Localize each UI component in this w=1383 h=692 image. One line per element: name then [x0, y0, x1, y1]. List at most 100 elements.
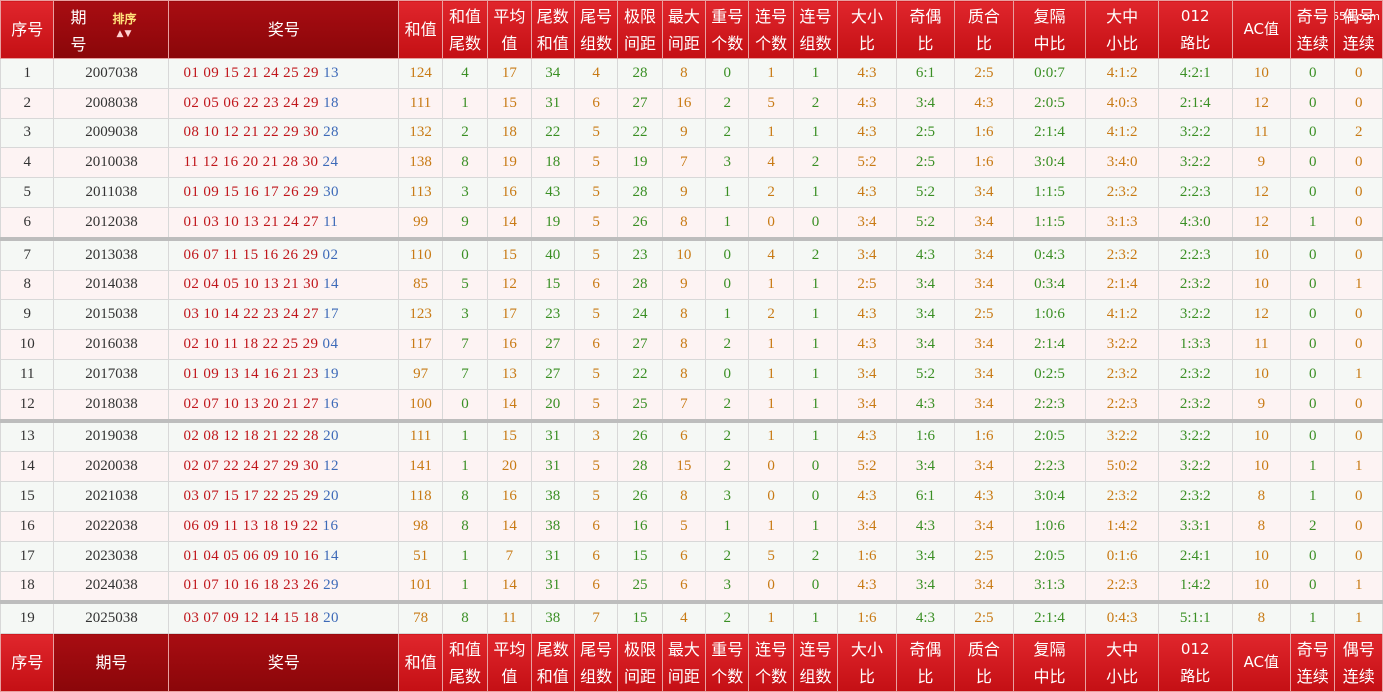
- repeat-gap-mid-cell: 0:0:7: [1012, 58, 1087, 89]
- limit-span-cell: 19: [617, 147, 663, 179]
- odd-even-cell: 6:1: [895, 481, 956, 512]
- regular-numbers: 02 04 05 10 13 21 30: [183, 276, 319, 293]
- big-small-cell: 4:3: [837, 299, 897, 331]
- period-cell: 2015038: [53, 299, 170, 331]
- winning-numbers-cell: 01 03 10 13 21 24 27 11: [168, 206, 400, 240]
- ac-cell: 12: [1231, 87, 1292, 119]
- sum-tail-cell: 1: [441, 451, 489, 483]
- repeat-cell: 3: [705, 481, 750, 512]
- regular-numbers: 08 10 12 21 22 29 30: [183, 124, 319, 141]
- max-span-cell: 6: [661, 540, 707, 572]
- consec-groups-header: 连号 组数: [792, 633, 839, 692]
- special-number: 04: [322, 336, 339, 353]
- max-span-cell: 9: [661, 177, 707, 208]
- even-consec-header: 偶号连续97654.com: [1334, 0, 1383, 59]
- tail-sum-cell: 38: [530, 481, 575, 512]
- tail-groups-header: 尾号 组数: [573, 633, 619, 692]
- winning-numbers-cell: 02 07 22 24 27 29 30 12: [168, 451, 400, 483]
- period-cell: 2024038: [53, 570, 170, 603]
- regular-numbers: 03 07 15 17 22 25 29: [183, 488, 319, 505]
- avg-cell: 15: [487, 236, 532, 271]
- odd-consec-cell: 1: [1290, 206, 1336, 240]
- prime-comp-cell: 3:4: [954, 358, 1014, 390]
- consec-groups-cell: 1: [792, 58, 839, 89]
- sort-button[interactable]: 排序 ▲▼: [112, 13, 136, 41]
- consec-count-cell: 4: [748, 147, 794, 179]
- table-row: 4 2010038 11 12 16 20 21 28 30 24 138 8 19 18 5…: [0, 147, 1383, 179]
- tail-groups-cell: 5: [573, 177, 619, 208]
- odd-consec-header: 奇号 连续: [1290, 0, 1336, 59]
- sum-tail-cell: 1: [441, 570, 489, 603]
- even-consec-cell: 0: [1334, 481, 1383, 512]
- consec-groups-cell: 0: [792, 570, 839, 603]
- numbers-header: 奖号: [168, 0, 400, 59]
- prime-comp-cell: 3:4: [954, 177, 1014, 208]
- repeat-cell: 3: [705, 147, 750, 179]
- odd-even-cell: 4:3: [895, 600, 956, 635]
- odd-even-cell: 2:5: [895, 117, 956, 149]
- odd-consec-cell: 0: [1290, 58, 1336, 89]
- tail-groups-cell: 5: [573, 451, 619, 483]
- odd-even-cell: 3:4: [895, 87, 956, 119]
- odd-even-cell: 5:2: [895, 206, 956, 240]
- sum-cell: 85: [398, 269, 443, 301]
- repeat-gap-mid-cell: 2:0:5: [1012, 87, 1087, 119]
- max-span-cell: 8: [661, 481, 707, 512]
- regular-numbers: 02 07 10 13 20 21 27: [183, 395, 319, 412]
- big-mid-small-cell: 2:3:2: [1085, 236, 1159, 271]
- sum-tail-cell: 2: [441, 117, 489, 149]
- tail-groups-cell: 5: [573, 147, 619, 179]
- max-span-header: 最大 间距: [661, 0, 707, 59]
- ac-cell: 12: [1231, 206, 1292, 240]
- even-consec-cell: 0: [1334, 299, 1383, 331]
- sum-tail-cell: 8: [441, 600, 489, 635]
- limit-span-cell: 25: [617, 388, 663, 422]
- big-mid-small-cell: 3:1:3: [1085, 206, 1159, 240]
- table-row: 14 2020038 02 07 22 24 27 29 30 12 141 1 20 31…: [0, 451, 1383, 483]
- sum-header: 和值: [398, 0, 443, 59]
- big-mid-small-cell: 2:2:3: [1085, 570, 1159, 603]
- sum-tail-cell: 0: [441, 388, 489, 422]
- consec-count-cell: 0: [748, 451, 794, 483]
- repeat-gap-mid-ratio-header: 复隔 中比: [1012, 0, 1087, 59]
- table-body: 1 2007038 01 09 15 21 24 25 29 13 124 4 17 34 4…: [0, 58, 1383, 635]
- consec-count-cell: 1: [748, 58, 794, 89]
- consec-groups-cell: 1: [792, 418, 839, 453]
- sort-arrows-icon: ▲▼: [116, 29, 133, 39]
- repeat-gap-mid-cell: 3:0:4: [1012, 147, 1087, 179]
- avg-cell: 14: [487, 510, 532, 542]
- consec-groups-cell: 0: [792, 451, 839, 483]
- odd-consec-cell: 0: [1290, 117, 1336, 149]
- special-number: 14: [323, 547, 339, 564]
- road-012-cell: 3:2:2: [1157, 418, 1233, 453]
- consec-count-cell: 1: [748, 510, 794, 542]
- odd-consec-cell: 0: [1290, 329, 1336, 360]
- ac-cell: 11: [1231, 329, 1292, 360]
- limit-span-cell: 15: [617, 540, 663, 572]
- ac-cell: 10: [1231, 269, 1292, 301]
- repeat-cell: 1: [705, 510, 750, 542]
- even-consec-cell: 0: [1334, 206, 1383, 240]
- prime-comp-cell: 4:3: [954, 481, 1014, 512]
- ac-cell: 10: [1231, 540, 1292, 572]
- special-number: 20: [323, 610, 339, 627]
- avg-cell: 17: [487, 299, 532, 331]
- ac-value-header: AC值: [1231, 0, 1292, 59]
- road-012-cell: 2:2:3: [1157, 177, 1233, 208]
- consec-count-cell: 5: [748, 87, 794, 119]
- winning-numbers-cell: 01 09 13 14 16 21 23 19: [168, 358, 400, 390]
- repeat-cell: 0: [705, 358, 750, 390]
- big-small-cell: 3:4: [837, 510, 897, 542]
- repeat-cell: 2: [705, 540, 750, 572]
- consec-groups-cell: 1: [792, 510, 839, 542]
- period-cell: 2021038: [53, 481, 170, 512]
- avg-cell: 7: [487, 540, 532, 572]
- prime-comp-cell: 1:6: [954, 418, 1014, 453]
- big-small-cell: 4:3: [837, 58, 897, 89]
- sum-cell: 98: [398, 510, 443, 542]
- big-mid-small-cell: 3:2:2: [1085, 329, 1159, 360]
- big-mid-small-cell: 0:4:3: [1085, 600, 1159, 635]
- special-number: 17: [323, 306, 339, 323]
- tail-groups-cell: 4: [573, 58, 619, 89]
- big-small-cell: 5:2: [837, 451, 897, 483]
